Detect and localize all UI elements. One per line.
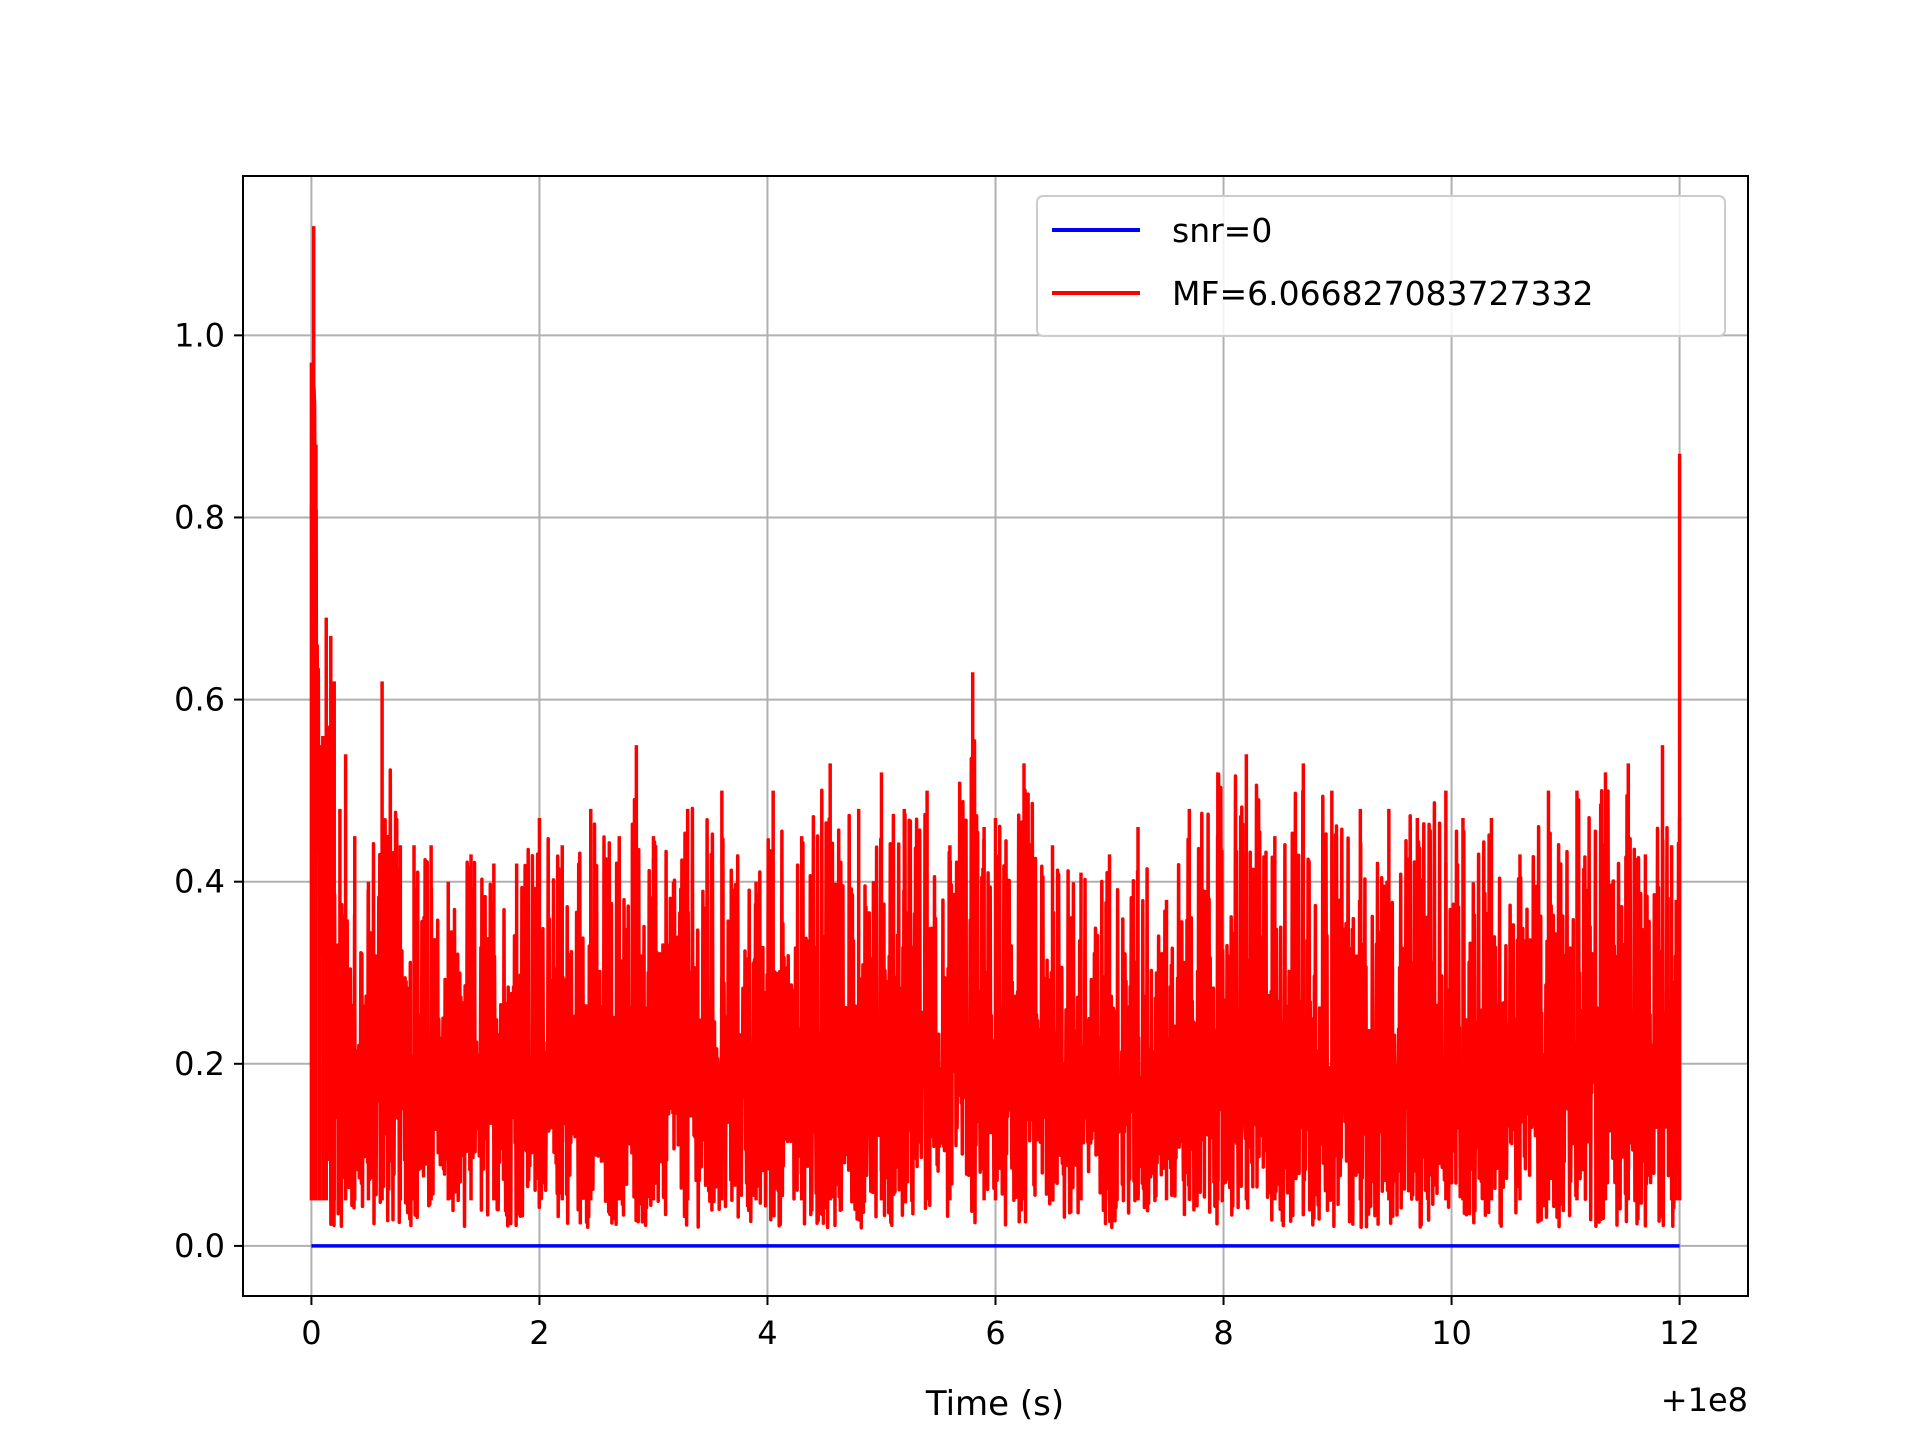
x-tick-label: 4	[757, 1314, 777, 1352]
y-tick-label: 0.4	[174, 863, 225, 901]
y-tick-label: 0.8	[174, 498, 225, 536]
y-tick-label: 0.0	[174, 1227, 225, 1265]
x-tick-label: 2	[529, 1314, 549, 1352]
x-tick-label: 0	[301, 1314, 321, 1352]
x-tick-label: 8	[1213, 1314, 1233, 1352]
legend: snr=0 MF=6.066827083727332	[1036, 195, 1726, 337]
legend-label-mf: MF=6.066827083727332	[1172, 274, 1594, 313]
y-tick-label: 0.6	[174, 681, 225, 719]
y-tick-label: 0.2	[174, 1045, 225, 1083]
x-axis-offset-label: +1e8	[1661, 1381, 1748, 1419]
x-tick-label: 12	[1659, 1314, 1700, 1352]
x-tick-label: 6	[985, 1314, 1005, 1352]
axis-ticks: 0 2 4 6 8 10 12 0.0 0.2 0.4 0.6 0.8 1.0	[174, 316, 1700, 1352]
x-tick-label: 10	[1431, 1314, 1472, 1352]
plot-area	[309, 226, 1682, 1248]
legend-label-snr: snr=0	[1172, 211, 1272, 250]
y-tick-label: 1.0	[174, 316, 225, 354]
legend-box	[1036, 195, 1726, 337]
x-axis-label: Time (s)	[925, 1384, 1064, 1424]
